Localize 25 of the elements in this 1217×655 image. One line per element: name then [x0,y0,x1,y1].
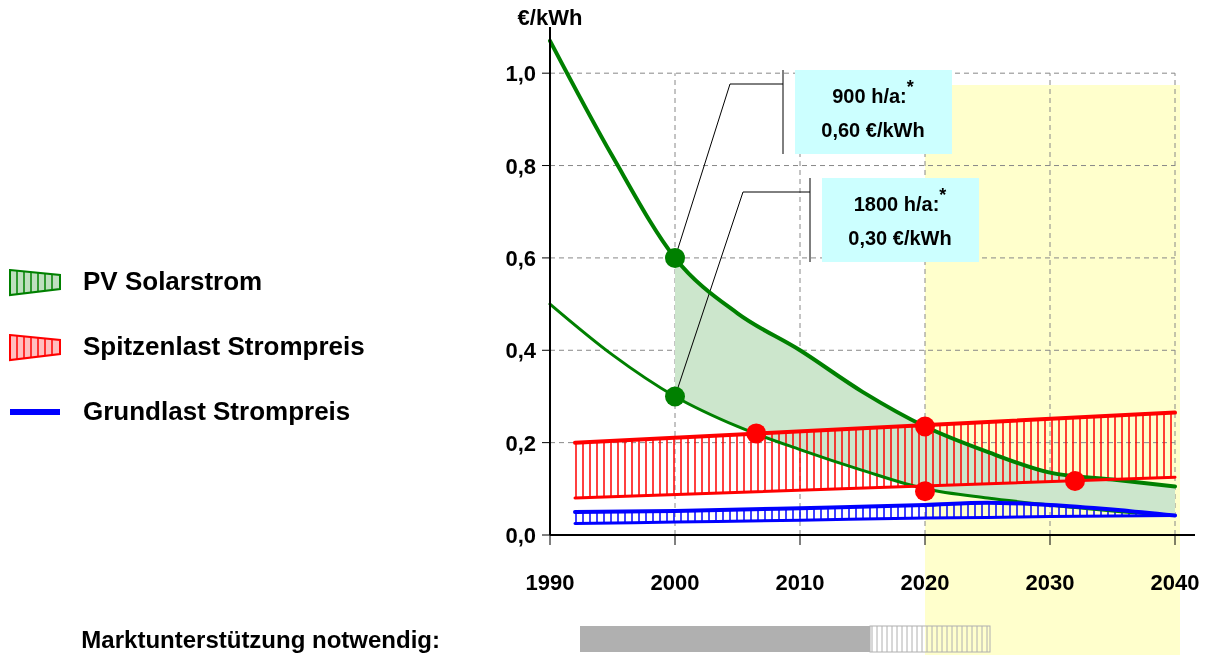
text: Marktunterstützung notwendig: [81,626,440,653]
y-tick-label: 0,8 [505,153,536,179]
legend-label: Spitzenlast Strompreis [83,331,365,361]
point [746,423,767,444]
x-tick-label: 2000 [650,570,700,595]
x-tick-label: 2020 [900,570,950,595]
legend-label: Grundlast Strompreis [83,396,351,426]
y-axis-title: €/kWh [517,5,583,30]
y-tick-label: 1,0 [505,61,536,87]
text: 1800 h/a:$^{*}$ 0,30 €/kWh [848,185,952,249]
x-tick-label: 2030 [1025,570,1075,595]
x-tick-label: 2040 [1150,570,1200,595]
x-tick-label: 2010 [775,570,825,595]
point [665,247,685,268]
point [665,386,685,407]
y-tick-label: 0,4 [505,338,537,364]
x-tick-label: 1990 [525,570,575,595]
point [915,481,935,502]
point [915,416,935,437]
y-tick-label: 0,6 [505,245,536,271]
y-tick-label: 0,0 [505,523,536,548]
point [1065,470,1085,491]
text: 900 h/a:$^{*}$ 0,60 €/kWh [821,77,925,141]
y-tick-label: 0,2 [505,430,536,456]
legend-label: PV Solarstrom [83,266,263,296]
